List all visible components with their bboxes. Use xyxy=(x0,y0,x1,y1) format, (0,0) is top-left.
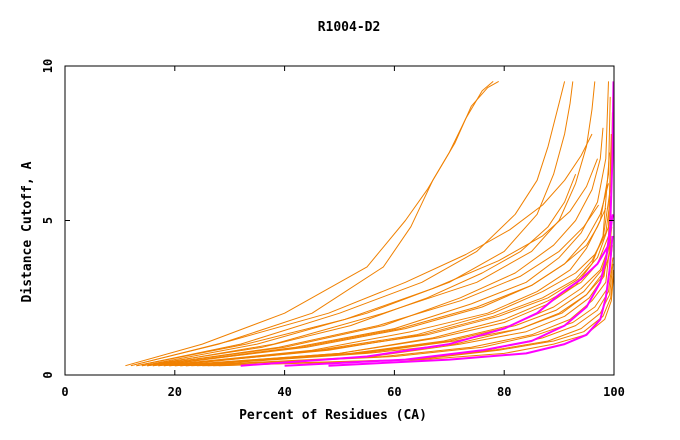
series-line-model-z xyxy=(147,204,600,367)
y-tick-label: 5 xyxy=(41,217,55,224)
x-tick-label: 40 xyxy=(277,385,291,399)
series-line-model-u xyxy=(158,183,609,367)
series-line-model-a xyxy=(125,81,494,367)
y-tick-label: 10 xyxy=(41,59,55,73)
series-line-model-x xyxy=(213,269,614,367)
highlighted-series-lines xyxy=(240,81,615,367)
x-tick-label: 100 xyxy=(603,385,625,399)
x-axis-label: Percent of Residues (CA) xyxy=(239,408,427,423)
x-axis-ticks: 0 20 40 60 80 100 xyxy=(61,66,625,399)
series-line-model-b xyxy=(130,80,499,367)
series-line-model-s xyxy=(196,245,613,367)
chart-title: R1004-D2 xyxy=(318,20,381,35)
series-line-model-f xyxy=(141,174,577,367)
x-tick-label: 20 xyxy=(168,385,182,399)
series-line-model-e xyxy=(147,81,596,367)
series-line-model-q xyxy=(174,152,611,367)
x-tick-label: 60 xyxy=(387,385,401,399)
series-line-model-r xyxy=(191,226,613,367)
series-line-model-aa xyxy=(136,158,598,367)
series-line-model-d xyxy=(141,81,574,367)
series-line-model-w xyxy=(169,133,612,367)
series-line-highlight-2 xyxy=(284,81,615,367)
series-lines xyxy=(125,80,614,367)
y-axis-label: Distance Cutoff, A xyxy=(20,161,35,302)
series-line-model-y xyxy=(180,241,612,367)
y-axis-ticks: 0 5 10 xyxy=(41,59,614,379)
y-tick-label: 0 xyxy=(41,371,55,378)
series-line-model-ab xyxy=(130,133,593,367)
x-tick-label: 0 xyxy=(61,385,68,399)
series-line-model-ac xyxy=(185,232,612,367)
series-line-model-c xyxy=(136,81,566,367)
series-line-model-ad xyxy=(218,276,614,367)
x-tick-label: 80 xyxy=(497,385,511,399)
series-line-model-g xyxy=(147,127,604,367)
series-line-model-n xyxy=(163,195,612,367)
series-line-highlight-3 xyxy=(328,235,614,367)
series-line-model-h xyxy=(152,81,609,367)
